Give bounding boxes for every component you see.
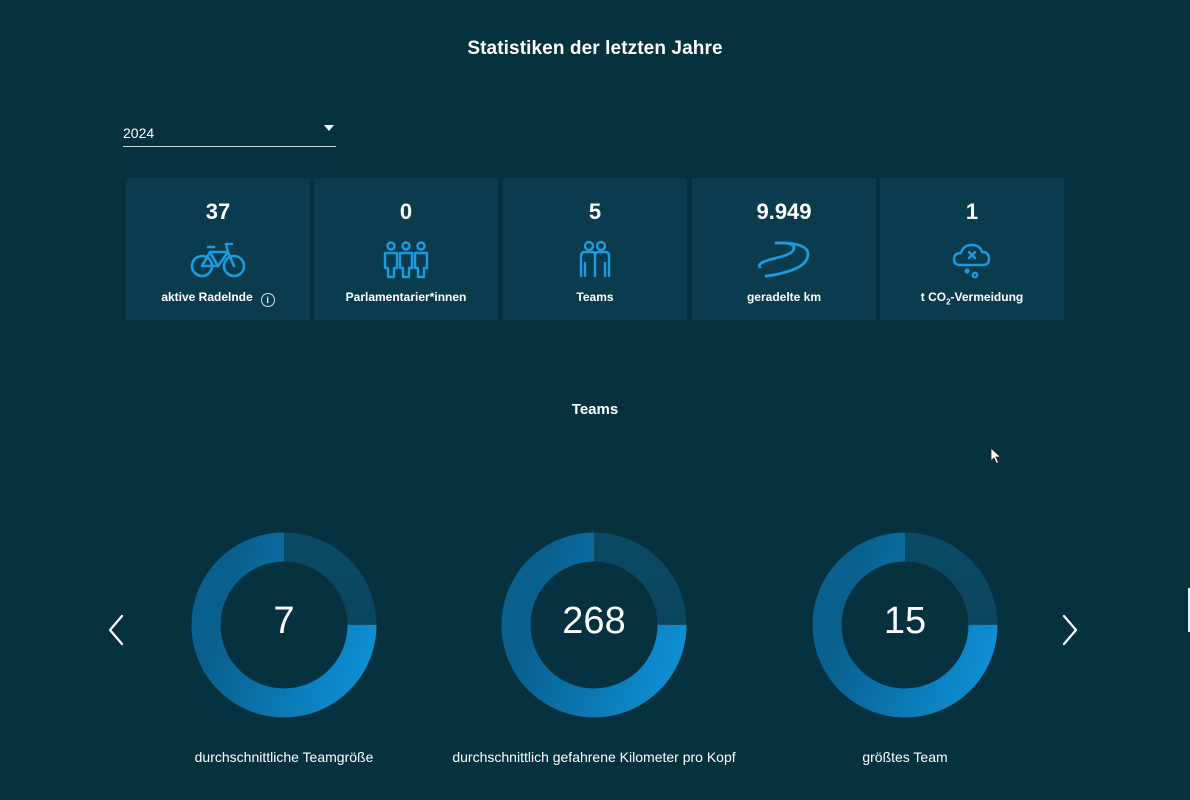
year-select-value: 2024	[123, 125, 155, 141]
gauge-label: größtes Team	[862, 749, 948, 765]
stat-label-subscript: 2	[946, 297, 951, 307]
chevron-down-icon	[324, 125, 334, 131]
cloud-co2-icon	[952, 243, 991, 279]
stat-label-prefix: t CO	[920, 290, 947, 304]
gauge-label: durchschnittlich gefahrene Kilometer pro…	[452, 749, 736, 765]
gauge-value: 15	[883, 600, 927, 642]
gauge-value: 268	[562, 600, 626, 642]
stat-card-teams: 5 Teams	[503, 178, 687, 320]
stat-label-suffix: -Vermeidung	[950, 290, 1024, 304]
stat-label: t CO2-Vermeidung	[880, 290, 1064, 306]
stat-card-co2: 1 t CO2-Vermeidung	[880, 178, 1064, 320]
donut-fill	[812, 532, 998, 718]
stat-value: 5	[588, 199, 602, 224]
donut-chart	[191, 532, 377, 718]
donut-chart	[812, 532, 998, 718]
stat-value: 1	[965, 199, 979, 224]
stat-label: Parlamentarier*innen	[345, 290, 467, 304]
mouse-cursor-icon	[990, 447, 1002, 465]
donut-fill	[191, 532, 377, 718]
stat-value: 9.949	[756, 199, 812, 224]
road-icon	[757, 241, 810, 278]
stat-label: aktive Radelnde i	[126, 290, 310, 307]
team-icon	[579, 240, 611, 277]
stat-label: geradelte km	[746, 290, 822, 304]
stat-label-text: aktive Radelnde	[161, 290, 253, 304]
teams-carousel: 7 durchschnittliche Teamgröße 268 durchs…	[0, 530, 1190, 780]
stat-value: 37	[205, 199, 231, 224]
gauge-average-km-per-head: 268 durchschnittlich gefahrene Kilometer…	[444, 530, 744, 770]
bicycle-icon	[190, 242, 246, 278]
stat-card-active-cyclists: 37 aktive Radelnde i	[126, 178, 310, 320]
gauge-largest-team: 15 größtes Team	[755, 530, 1055, 770]
page-title: Statistiken der letzten Jahre	[467, 38, 723, 59]
chevron-right-icon[interactable]	[1058, 612, 1082, 648]
stat-value: 0	[399, 199, 413, 224]
gauge-label: durchschnittliche Teamgröße	[194, 749, 374, 765]
stats-row: 37 aktive Radelnde i 0	[126, 178, 1066, 320]
info-icon[interactable]: i	[260, 293, 275, 307]
year-select[interactable]: 2024	[123, 116, 336, 147]
donut-fill	[501, 532, 687, 718]
donut-chart	[501, 532, 687, 718]
chevron-left-icon[interactable]	[104, 612, 128, 648]
stat-card-kilometers: 9.949 geradelte km	[692, 178, 876, 320]
people-group-icon	[383, 241, 429, 279]
scrollbar-edge	[1188, 588, 1190, 632]
gauge-average-team-size: 7 durchschnittliche Teamgröße	[134, 530, 434, 770]
gauge-value: 7	[273, 600, 295, 642]
teams-heading: Teams	[571, 401, 619, 418]
stat-card-parliamentarians: 0 Parlamentarier*innen	[314, 178, 498, 320]
stat-label: Teams	[576, 290, 614, 304]
